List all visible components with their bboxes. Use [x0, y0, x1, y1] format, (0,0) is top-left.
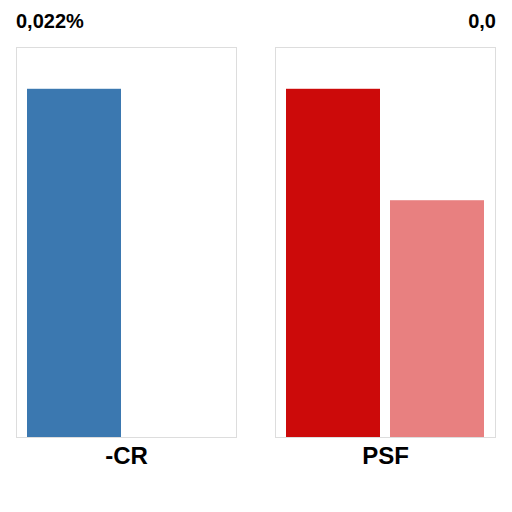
- html-text:0,022%: 0,022%: [16, 10, 84, 32]
- svg-text:PSF: PSF: [362, 442, 409, 469]
- svg-text:-CR: -CR: [105, 442, 148, 469]
- html-text:0,0: 0,0: [468, 10, 496, 32]
